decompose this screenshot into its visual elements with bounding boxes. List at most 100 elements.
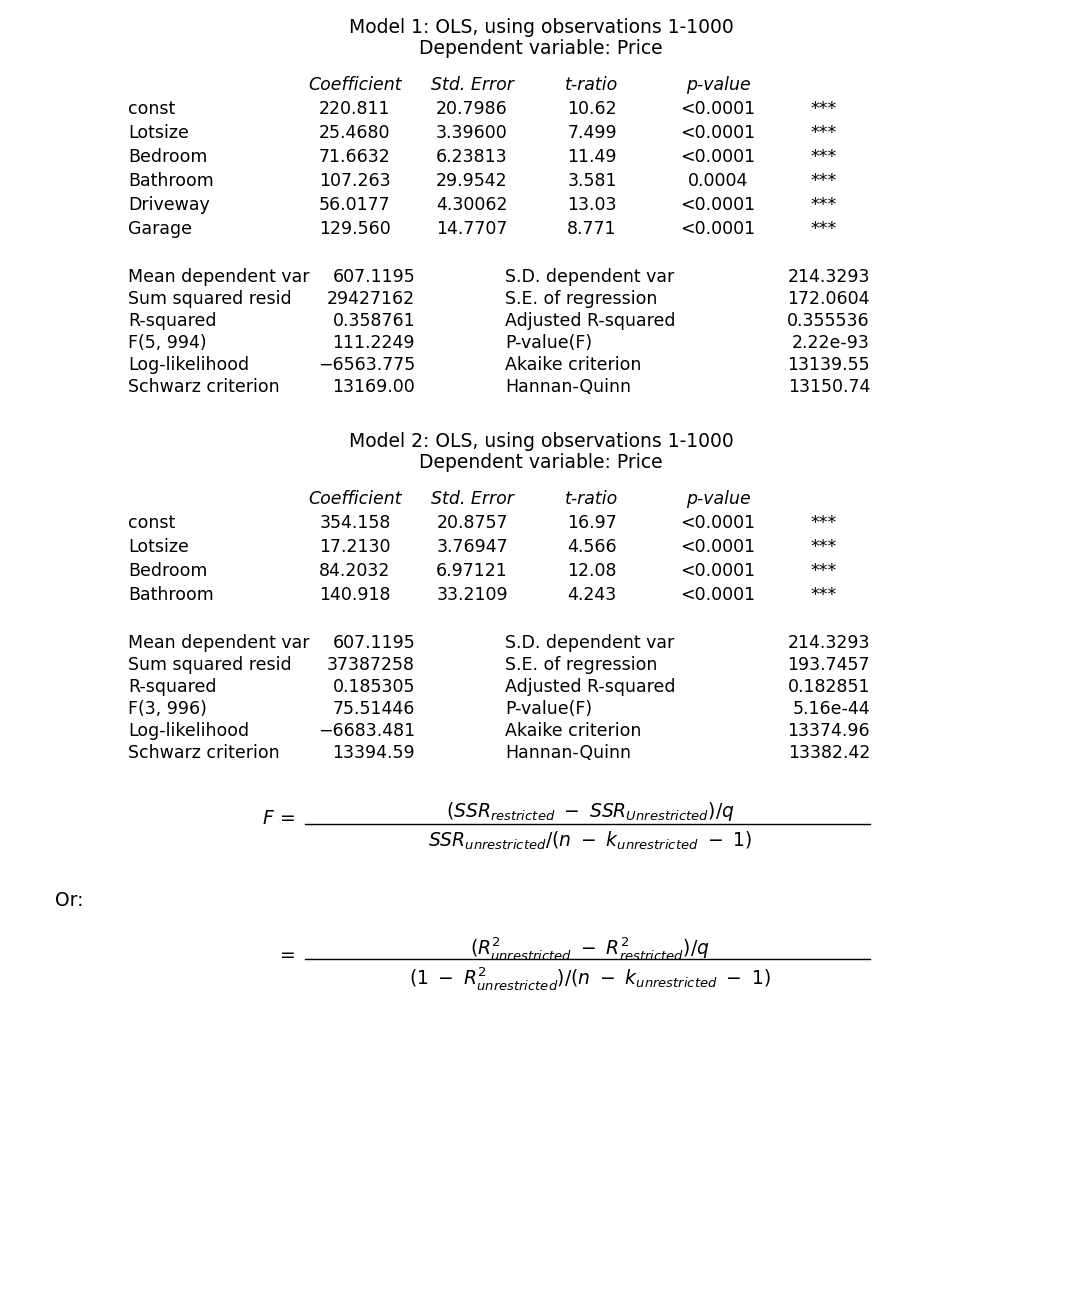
Text: 13150.74: 13150.74 bbox=[788, 378, 870, 396]
Text: $(R^{2}_{unrestricted}\ -\ R^{2}_{restricted})/q$: $(R^{2}_{unrestricted}\ -\ R^{2}_{restri… bbox=[470, 935, 710, 963]
Text: 7.499: 7.499 bbox=[568, 123, 617, 142]
Text: 14.7707: 14.7707 bbox=[437, 220, 508, 238]
Text: 11.49: 11.49 bbox=[568, 148, 617, 166]
Text: Coefficient: Coefficient bbox=[308, 77, 402, 94]
Text: 0.355536: 0.355536 bbox=[787, 312, 870, 330]
Text: 172.0604: 172.0604 bbox=[787, 290, 870, 308]
Text: p-value: p-value bbox=[685, 490, 750, 508]
Text: 12.08: 12.08 bbox=[568, 562, 617, 579]
Text: −6683.481: −6683.481 bbox=[318, 722, 415, 740]
Text: 0.185305: 0.185305 bbox=[333, 678, 415, 696]
Text: ***: *** bbox=[810, 100, 837, 118]
Text: Garage: Garage bbox=[128, 220, 192, 238]
Text: 71.6632: 71.6632 bbox=[319, 148, 391, 166]
Text: 75.51446: 75.51446 bbox=[333, 700, 415, 718]
Text: 111.2249: 111.2249 bbox=[333, 334, 415, 352]
Text: <0.0001: <0.0001 bbox=[680, 148, 756, 166]
Text: $SSR_{unrestricted}/(n\ -\ k_{unrestricted}\ -\ 1)$: $SSR_{unrestricted}/(n\ -\ k_{unrestrict… bbox=[428, 830, 752, 852]
Text: $(SSR_{restricted}\ -\ SSR_{Unrestricted})/q$: $(SSR_{restricted}\ -\ SSR_{Unrestricted… bbox=[445, 800, 734, 824]
Text: <0.0001: <0.0001 bbox=[680, 586, 756, 604]
Text: Std. Error: Std. Error bbox=[430, 77, 513, 94]
Text: ***: *** bbox=[810, 514, 837, 533]
Text: Hannan-Quinn: Hannan-Quinn bbox=[505, 378, 631, 396]
Text: 10.62: 10.62 bbox=[568, 100, 617, 118]
Text: 13.03: 13.03 bbox=[568, 196, 617, 214]
Text: 4.243: 4.243 bbox=[568, 586, 616, 604]
Text: const: const bbox=[128, 514, 175, 533]
Text: 3.581: 3.581 bbox=[568, 171, 617, 190]
Text: 25.4680: 25.4680 bbox=[319, 123, 390, 142]
Text: 0.182851: 0.182851 bbox=[787, 678, 870, 696]
Text: S.E. of regression: S.E. of regression bbox=[505, 656, 657, 674]
Text: 29.9542: 29.9542 bbox=[437, 171, 508, 190]
Text: 4.30062: 4.30062 bbox=[437, 196, 508, 214]
Text: 84.2032: 84.2032 bbox=[319, 562, 390, 579]
Text: 13382.42: 13382.42 bbox=[788, 744, 870, 763]
Text: 13374.96: 13374.96 bbox=[787, 722, 870, 740]
Text: ***: *** bbox=[810, 220, 837, 238]
Text: Lotsize: Lotsize bbox=[128, 123, 189, 142]
Text: S.D. dependent var: S.D. dependent var bbox=[505, 634, 675, 652]
Text: p-value: p-value bbox=[685, 77, 750, 94]
Text: Model 1: OLS, using observations 1-1000: Model 1: OLS, using observations 1-1000 bbox=[349, 18, 733, 36]
Text: Bedroom: Bedroom bbox=[128, 148, 208, 166]
Text: 3.39600: 3.39600 bbox=[436, 123, 508, 142]
Text: 3.76947: 3.76947 bbox=[437, 538, 508, 556]
Text: 20.8757: 20.8757 bbox=[437, 514, 508, 533]
Text: <0.0001: <0.0001 bbox=[680, 538, 756, 556]
Text: Adjusted R-squared: Adjusted R-squared bbox=[505, 312, 676, 330]
Text: const: const bbox=[128, 100, 175, 118]
Text: ***: *** bbox=[810, 171, 837, 190]
Text: 17.2130: 17.2130 bbox=[319, 538, 390, 556]
Text: 16.97: 16.97 bbox=[568, 514, 617, 533]
Text: 140.918: 140.918 bbox=[319, 586, 390, 604]
Text: Dependent variable: Price: Dependent variable: Price bbox=[419, 39, 663, 58]
Text: ***: *** bbox=[810, 123, 837, 142]
Text: 193.7457: 193.7457 bbox=[787, 656, 870, 674]
Text: t-ratio: t-ratio bbox=[565, 490, 618, 508]
Text: Driveway: Driveway bbox=[128, 196, 210, 214]
Text: 354.158: 354.158 bbox=[319, 514, 390, 533]
Text: Coefficient: Coefficient bbox=[308, 490, 402, 508]
Text: 5.16e-44: 5.16e-44 bbox=[792, 700, 870, 718]
Text: Lotsize: Lotsize bbox=[128, 538, 189, 556]
Text: $=$: $=$ bbox=[276, 943, 295, 963]
Text: 129.560: 129.560 bbox=[319, 220, 391, 238]
Text: 2.22e-93: 2.22e-93 bbox=[792, 334, 870, 352]
Text: P-value(F): P-value(F) bbox=[505, 700, 592, 718]
Text: 214.3293: 214.3293 bbox=[787, 634, 870, 652]
Text: 56.0177: 56.0177 bbox=[319, 196, 391, 214]
Text: 37387258: 37387258 bbox=[326, 656, 415, 674]
Text: S.E. of regression: S.E. of regression bbox=[505, 290, 657, 308]
Text: 6.23813: 6.23813 bbox=[437, 148, 508, 166]
Text: t-ratio: t-ratio bbox=[565, 77, 618, 94]
Text: Bedroom: Bedroom bbox=[128, 562, 208, 579]
Text: Bathroom: Bathroom bbox=[128, 586, 214, 604]
Text: 20.7986: 20.7986 bbox=[436, 100, 508, 118]
Text: Log-likelihood: Log-likelihood bbox=[128, 722, 249, 740]
Text: 607.1195: 607.1195 bbox=[332, 268, 415, 286]
Text: F(5, 994): F(5, 994) bbox=[128, 334, 206, 352]
Text: 29427162: 29427162 bbox=[326, 290, 415, 308]
Text: Mean dependent var: Mean dependent var bbox=[128, 634, 309, 652]
Text: ***: *** bbox=[810, 562, 837, 579]
Text: <0.0001: <0.0001 bbox=[680, 220, 756, 238]
Text: <0.0001: <0.0001 bbox=[680, 196, 756, 214]
Text: R-squared: R-squared bbox=[128, 678, 216, 696]
Text: Schwarz criterion: Schwarz criterion bbox=[128, 378, 280, 396]
Text: Dependent variable: Price: Dependent variable: Price bbox=[419, 453, 663, 472]
Text: 220.811: 220.811 bbox=[319, 100, 390, 118]
Text: ***: *** bbox=[810, 196, 837, 214]
Text: Sum squared resid: Sum squared resid bbox=[128, 656, 292, 674]
Text: Bathroom: Bathroom bbox=[128, 171, 214, 190]
Text: Akaike criterion: Akaike criterion bbox=[505, 356, 641, 374]
Text: <0.0001: <0.0001 bbox=[680, 123, 756, 142]
Text: <0.0001: <0.0001 bbox=[680, 514, 756, 533]
Text: Hannan-Quinn: Hannan-Quinn bbox=[505, 744, 631, 763]
Text: 4.566: 4.566 bbox=[568, 538, 617, 556]
Text: Or:: Or: bbox=[55, 891, 83, 911]
Text: ***: *** bbox=[810, 538, 837, 556]
Text: 6.97121: 6.97121 bbox=[436, 562, 508, 579]
Text: $F\,=$: $F\,=$ bbox=[262, 808, 295, 827]
Text: 607.1195: 607.1195 bbox=[332, 634, 415, 652]
